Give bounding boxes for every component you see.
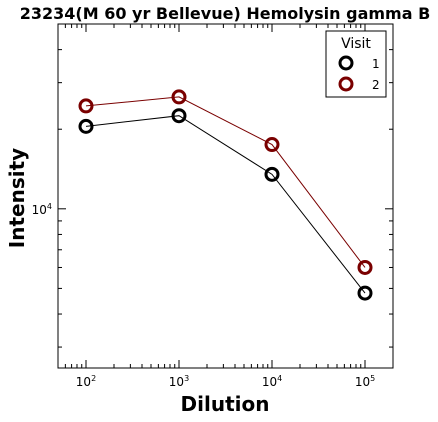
series-line-1 [85,115,366,294]
data-point-series-1 [171,108,187,124]
data-point-series-2 [78,98,94,114]
data-point-series-2 [357,259,373,275]
legend-title: Visit [341,36,371,52]
legend-label-2: 2 [372,78,380,92]
data-point-series-1 [357,285,373,301]
x-tick-label: 103 [169,374,189,389]
legend-label-1: 1 [372,57,380,71]
y-tick-label: 104 [32,202,52,217]
x-tick-label: 102 [76,374,96,389]
data-point-series-1 [264,166,280,182]
data-point-series-2 [171,89,187,105]
legend-marker-2 [338,76,354,92]
x-tick-label: 105 [355,374,375,389]
data-point-series-2 [264,137,280,153]
tick-labels: 102 103 104 105 104 [32,202,376,389]
x-axis-label: Dilution [181,392,270,416]
series-line-2 [85,96,366,268]
data-point-series-1 [78,118,94,134]
chart-title: 23234(M 60 yr Bellevue) Hemolysin gamma … [20,4,431,23]
y-axis-label: Intensity [5,148,29,248]
axis-ticks [57,23,394,368]
legend-box [325,30,387,98]
legend-marker-1 [338,55,354,71]
x-tick-label: 104 [262,374,282,389]
legend: Visit 1 2 [325,30,387,98]
series-layer [78,89,373,301]
